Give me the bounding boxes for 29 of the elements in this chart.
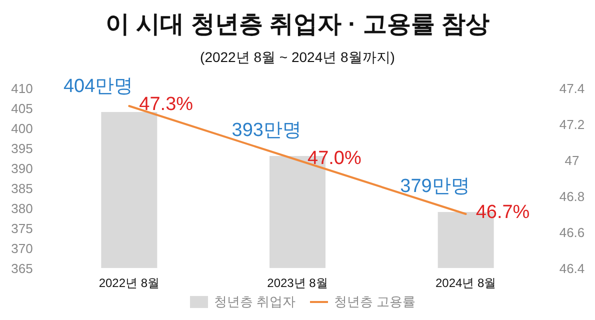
y2-tick-label: 46.8	[559, 189, 585, 204]
y2-tick-label: 47.4	[559, 81, 585, 96]
y-tick-label: 380	[11, 201, 33, 216]
y-tick-label: 395	[11, 141, 33, 156]
y2-tick-label: 47.2	[559, 117, 585, 132]
data-label: 47.3%	[139, 94, 194, 115]
y-tick-label: 365	[11, 261, 33, 276]
y-tick-label: 400	[11, 121, 33, 136]
y-tick-label: 385	[11, 181, 33, 196]
y-tick-label: 375	[11, 221, 33, 236]
y2-tick-label: 46.6	[559, 225, 585, 240]
x-tick-label: 2024년 8월	[435, 276, 496, 290]
data-label: 46.7%	[476, 202, 530, 223]
x-tick-label: 2022년 8월	[98, 276, 160, 290]
y2-tick-label: 46.4	[559, 261, 585, 276]
chart-title: 이 시대 청년층 취업자 · 고용률 참상	[106, 11, 490, 38]
chart-subtitle: (2022년 8월 ~ 2024년 8월까지)	[200, 49, 395, 65]
x-tick-label: 2023년 8월	[267, 276, 328, 290]
y2-tick-label: 47	[564, 153, 580, 168]
data-label: 393만명	[232, 120, 302, 141]
y-tick-label: 370	[11, 241, 33, 256]
data-label: 404만명	[63, 76, 134, 97]
data-label: 47.0%	[308, 148, 362, 169]
y-tick-label: 390	[11, 161, 33, 176]
y-tick-label: 405	[11, 101, 33, 116]
legend-label: 청년층 고용률	[334, 294, 416, 309]
legend-label: 청년층 취업자	[214, 294, 296, 309]
data-label: 379만명	[400, 176, 470, 197]
y-tick-label: 410	[11, 81, 33, 96]
